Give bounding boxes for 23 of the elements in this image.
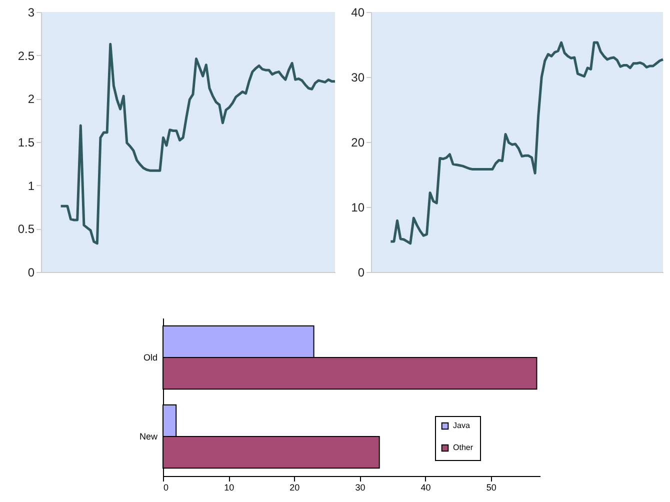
y-tick-label: 30 xyxy=(351,70,365,84)
y-tick-label: 40 xyxy=(351,6,365,20)
y-tick-label: 0.5 xyxy=(18,222,35,236)
x-tick-label: 40 xyxy=(420,482,431,492)
line-series xyxy=(60,42,336,245)
x-tick-label: 20 xyxy=(290,482,300,492)
y-tick-label: 1 xyxy=(28,178,35,193)
line-series xyxy=(389,41,664,245)
y-tick-label: Old xyxy=(143,352,158,362)
y-tick-label: 1.5 xyxy=(18,136,35,150)
y-tick-label: 3 xyxy=(28,6,35,20)
legend-label: Other xyxy=(453,443,474,452)
x-tick-label: 50 xyxy=(486,482,496,492)
x-tick-label: 0 xyxy=(164,482,169,492)
y-tick-label: 0 xyxy=(358,266,365,280)
y-tick-label: 10 xyxy=(351,200,365,214)
y-tick-label: New xyxy=(139,432,158,442)
legend-label: Java xyxy=(453,421,470,430)
y-tick-label: 20 xyxy=(351,136,365,150)
y-tick-label: 2 xyxy=(28,92,35,106)
x-tick-label: 10 xyxy=(224,482,234,492)
y-tick-label: 2.5 xyxy=(18,48,35,63)
y-tick-label: 0 xyxy=(28,266,35,280)
